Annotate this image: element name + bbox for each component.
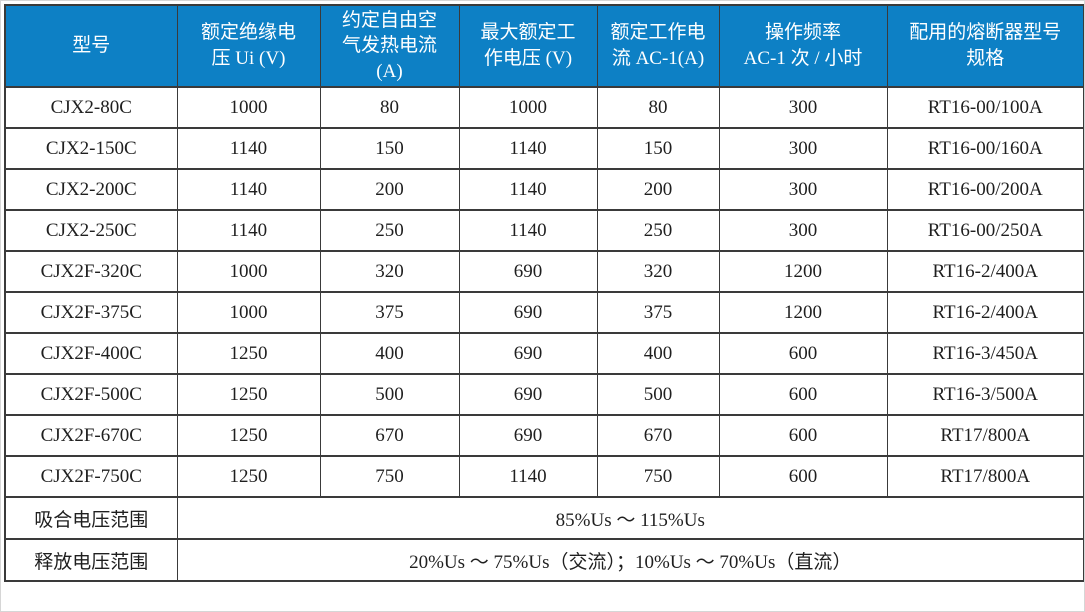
footer-value: 85%Us ～ 115%Us xyxy=(176,496,1084,540)
fuse-spec-cell: RT16-00/200A xyxy=(886,168,1084,211)
rated-current-cell: 375 xyxy=(596,291,720,334)
insulation-voltage-cell: 1250 xyxy=(176,414,321,457)
operating-frequency-cell: 1200 xyxy=(718,250,888,293)
footer-label: 释放电压范围 xyxy=(4,538,178,582)
thermal-current-cell: 200 xyxy=(319,168,460,211)
header-row: 型号 额定绝缘电 压 Ui (V) 约定自由空 气发热电流 (A) 最大额定工 … xyxy=(4,4,1084,88)
fuse-spec-cell: RT16-00/250A xyxy=(886,209,1084,252)
model-cell: CJX2F-400C xyxy=(4,332,178,375)
column-header-fuse-spec: 配用的熔断器型号 规格 xyxy=(886,4,1084,88)
column-header-thermal-current: 约定自由空 气发热电流 (A) xyxy=(319,4,460,88)
max-working-voltage-cell: 1000 xyxy=(458,86,598,129)
operating-frequency-cell: 300 xyxy=(718,127,888,170)
max-working-voltage-cell: 1140 xyxy=(458,455,598,498)
table-row: CJX2-250C 1140 250 1140 250 300 RT16-00/… xyxy=(4,209,1084,252)
table-row: CJX2-200C 1140 200 1140 200 300 RT16-00/… xyxy=(4,168,1084,211)
rated-current-cell: 250 xyxy=(596,209,720,252)
insulation-voltage-cell: 1140 xyxy=(176,168,321,211)
fuse-spec-cell: RT17/800A xyxy=(886,414,1084,457)
operating-frequency-cell: 600 xyxy=(718,455,888,498)
thermal-current-cell: 375 xyxy=(319,291,460,334)
thermal-current-cell: 80 xyxy=(319,86,460,129)
insulation-voltage-cell: 1250 xyxy=(176,455,321,498)
operating-frequency-cell: 600 xyxy=(718,332,888,375)
table-header: 型号 额定绝缘电 压 Ui (V) 约定自由空 气发热电流 (A) 最大额定工 … xyxy=(4,4,1084,88)
column-header-model: 型号 xyxy=(4,4,178,88)
rated-current-cell: 750 xyxy=(596,455,720,498)
model-cell: CJX2-250C xyxy=(4,209,178,252)
model-cell: CJX2F-375C xyxy=(4,291,178,334)
max-working-voltage-cell: 690 xyxy=(458,250,598,293)
max-working-voltage-cell: 690 xyxy=(458,373,598,416)
rated-current-cell: 150 xyxy=(596,127,720,170)
table-row: CJX2-80C 1000 80 1000 80 300 RT16-00/100… xyxy=(4,86,1084,129)
table-row: CJX2-150C 1140 150 1140 150 300 RT16-00/… xyxy=(4,127,1084,170)
model-cell: CJX2F-750C xyxy=(4,455,178,498)
rated-current-cell: 200 xyxy=(596,168,720,211)
fuse-spec-cell: RT17/800A xyxy=(886,455,1084,498)
operating-frequency-cell: 600 xyxy=(718,373,888,416)
thermal-current-cell: 500 xyxy=(319,373,460,416)
fuse-spec-cell: RT16-3/450A xyxy=(886,332,1084,375)
max-working-voltage-cell: 690 xyxy=(458,414,598,457)
model-cell: CJX2-200C xyxy=(4,168,178,211)
table-body: CJX2-80C 1000 80 1000 80 300 RT16-00/100… xyxy=(4,86,1084,498)
max-working-voltage-cell: 1140 xyxy=(458,127,598,170)
thermal-current-cell: 150 xyxy=(319,127,460,170)
thermal-current-cell: 750 xyxy=(319,455,460,498)
insulation-voltage-cell: 1000 xyxy=(176,250,321,293)
model-cell: CJX2-80C xyxy=(4,86,178,129)
footer-row-pickup-voltage: 吸合电压范围 85%Us ～ 115%Us xyxy=(4,496,1084,540)
spec-table: 型号 额定绝缘电 压 Ui (V) 约定自由空 气发热电流 (A) 最大额定工 … xyxy=(4,4,1084,582)
fuse-spec-cell: RT16-00/100A xyxy=(886,86,1084,129)
footer-value: 20%Us ～ 75%Us（交流）；10%Us ～ 70%Us（直流） xyxy=(176,538,1084,582)
table-row: CJX2F-320C 1000 320 690 320 1200 RT16-2/… xyxy=(4,250,1084,293)
model-cell: CJX2-150C xyxy=(4,127,178,170)
rated-current-cell: 500 xyxy=(596,373,720,416)
rated-current-cell: 670 xyxy=(596,414,720,457)
table-row: CJX2F-375C 1000 375 690 375 1200 RT16-2/… xyxy=(4,291,1084,334)
insulation-voltage-cell: 1140 xyxy=(176,127,321,170)
table-row: CJX2F-400C 1250 400 690 400 600 RT16-3/4… xyxy=(4,332,1084,375)
fuse-spec-cell: RT16-2/400A xyxy=(886,291,1084,334)
operating-frequency-cell: 300 xyxy=(718,86,888,129)
max-working-voltage-cell: 690 xyxy=(458,332,598,375)
thermal-current-cell: 250 xyxy=(319,209,460,252)
fuse-spec-cell: RT16-2/400A xyxy=(886,250,1084,293)
column-header-rated-current: 额定工作电 流 AC-1(A) xyxy=(596,4,720,88)
column-header-insulation-voltage: 额定绝缘电 压 Ui (V) xyxy=(176,4,321,88)
insulation-voltage-cell: 1000 xyxy=(176,291,321,334)
table-row: CJX2F-670C 1250 670 690 670 600 RT17/800… xyxy=(4,414,1084,457)
model-cell: CJX2F-320C xyxy=(4,250,178,293)
max-working-voltage-cell: 1140 xyxy=(458,168,598,211)
operating-frequency-cell: 300 xyxy=(718,168,888,211)
table-footer: 吸合电压范围 85%Us ～ 115%Us 释放电压范围 20%Us ～ 75%… xyxy=(4,496,1084,582)
rated-current-cell: 400 xyxy=(596,332,720,375)
fuse-spec-cell: RT16-3/500A xyxy=(886,373,1084,416)
insulation-voltage-cell: 1250 xyxy=(176,332,321,375)
rated-current-cell: 80 xyxy=(596,86,720,129)
max-working-voltage-cell: 690 xyxy=(458,291,598,334)
insulation-voltage-cell: 1000 xyxy=(176,86,321,129)
insulation-voltage-cell: 1140 xyxy=(176,209,321,252)
fuse-spec-cell: RT16-00/160A xyxy=(886,127,1084,170)
rated-current-cell: 320 xyxy=(596,250,720,293)
table-row: CJX2F-750C 1250 750 1140 750 600 RT17/80… xyxy=(4,455,1084,498)
footer-label: 吸合电压范围 xyxy=(4,496,178,540)
footer-row-release-voltage: 释放电压范围 20%Us ～ 75%Us（交流）；10%Us ～ 70%Us（直… xyxy=(4,538,1084,582)
operating-frequency-cell: 600 xyxy=(718,414,888,457)
column-header-operating-frequency: 操作频率 AC-1 次 / 小时 xyxy=(718,4,888,88)
table-row: CJX2F-500C 1250 500 690 500 600 RT16-3/5… xyxy=(4,373,1084,416)
operating-frequency-cell: 1200 xyxy=(718,291,888,334)
column-header-max-working-voltage: 最大额定工 作电压 (V) xyxy=(458,4,598,88)
insulation-voltage-cell: 1250 xyxy=(176,373,321,416)
max-working-voltage-cell: 1140 xyxy=(458,209,598,252)
thermal-current-cell: 670 xyxy=(319,414,460,457)
operating-frequency-cell: 300 xyxy=(718,209,888,252)
model-cell: CJX2F-500C xyxy=(4,373,178,416)
thermal-current-cell: 320 xyxy=(319,250,460,293)
thermal-current-cell: 400 xyxy=(319,332,460,375)
model-cell: CJX2F-670C xyxy=(4,414,178,457)
